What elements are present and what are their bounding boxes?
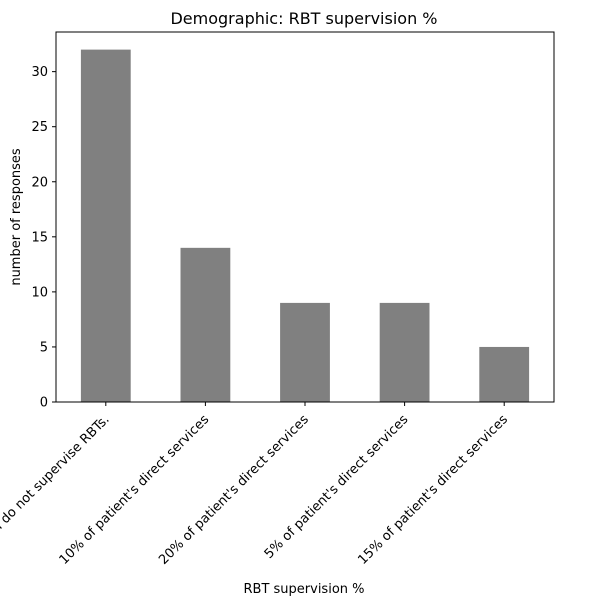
bar-2 [280, 303, 330, 402]
y-tick-label-6: 30 [31, 65, 48, 80]
bar-4 [479, 347, 529, 402]
x-tick-label-0: I do not supervise RBTs. [0, 412, 113, 532]
y-tick-label-5: 25 [31, 120, 48, 135]
y-axis-label: number of responses [9, 148, 24, 286]
y-tick-label-3: 15 [31, 230, 48, 245]
chart-title: Demographic: RBT supervision % [170, 9, 437, 28]
x-axis: I do not supervise RBTs.10% of patient's… [0, 402, 511, 568]
y-tick-label-4: 20 [31, 175, 48, 190]
y-axis: 0 5 10 15 20 25 30 [31, 65, 56, 410]
bar-1 [181, 248, 231, 402]
x-axis-label: RBT supervision % [244, 582, 365, 597]
bar-0 [81, 50, 131, 402]
bar-3 [380, 303, 430, 402]
y-tick-label-0: 0 [40, 396, 48, 411]
y-tick-label-2: 10 [31, 285, 48, 300]
y-tick-label-1: 5 [40, 340, 48, 355]
bars-layer [81, 50, 529, 402]
